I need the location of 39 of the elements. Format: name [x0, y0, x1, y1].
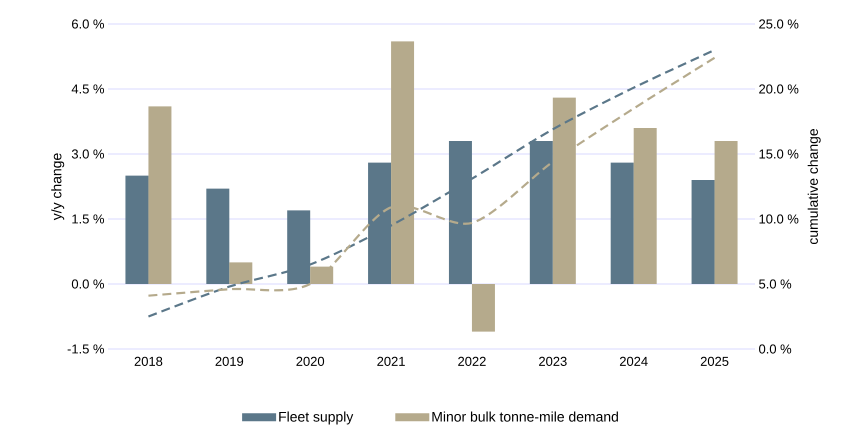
x-tick-label: 2021 [377, 356, 405, 366]
bar [148, 106, 172, 284]
x-tick-label: 2018 [134, 356, 162, 366]
x-tick-label: 2023 [539, 356, 567, 366]
y-tick-label: 1.5 % [72, 214, 104, 224]
x-tick-label: 2020 [296, 356, 324, 366]
y2-tick-label: 5.0 % [759, 279, 792, 289]
legend-label: Fleet supply [279, 411, 354, 424]
y-tick-label: 3.0 % [72, 149, 104, 159]
bar [448, 141, 472, 284]
y2-tick-label: 10.0 % [760, 214, 798, 224]
bar [310, 266, 334, 284]
y2-tick-label: 25.0 % [759, 19, 798, 29]
legend-label: Minor bulk tonne-mile demand [432, 411, 618, 422]
bar [368, 162, 392, 284]
x-tick-label: 2024 [620, 356, 648, 366]
bar [634, 128, 657, 284]
y2-tick-label: 0.0 % [759, 344, 792, 354]
y2-tick-label: 20.0 % [759, 84, 798, 94]
bar [692, 180, 715, 284]
bar [206, 188, 230, 284]
bar [125, 176, 148, 284]
y2-tick-label: 15.0 % [760, 149, 798, 159]
bar [552, 98, 576, 284]
x-tick-label: 2022 [458, 356, 486, 366]
y-tick-label: 0.0 % [72, 279, 104, 289]
y-tick-label: 6.0 % [72, 19, 104, 29]
y-tick-label: -1.5 % [68, 344, 104, 354]
x-tick-label: 2019 [216, 356, 244, 366]
bar [229, 262, 252, 284]
y-axis-title: y/y change [51, 153, 64, 220]
y-tick-label: 4.5 % [72, 84, 104, 94]
x-tick-label: 2025 [700, 356, 728, 366]
bar [714, 141, 738, 284]
bar [610, 162, 634, 284]
bar [472, 284, 495, 332]
bar [530, 141, 553, 284]
y2-axis-title: cumulative change [808, 128, 821, 244]
bar [287, 210, 310, 284]
